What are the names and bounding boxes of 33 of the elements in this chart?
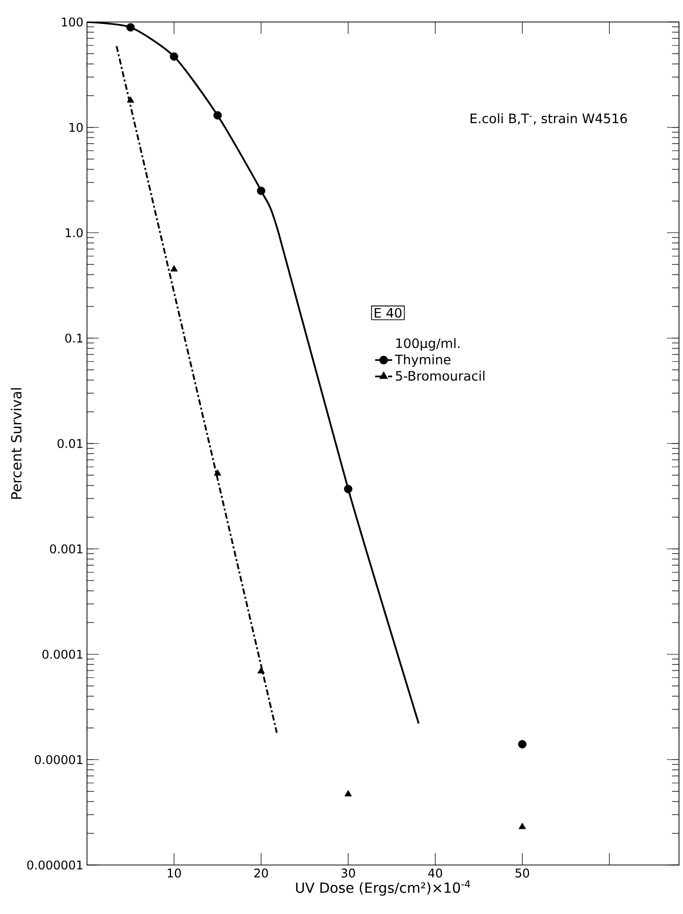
point bbox=[518, 822, 526, 830]
point bbox=[126, 23, 135, 32]
y-tick-label: 0.00001 bbox=[34, 755, 82, 764]
annotation: E.coli B,T$^{-}$, strain W4516 bbox=[470, 113, 627, 125]
y-tick-label: 0.0001 bbox=[42, 650, 82, 659]
y-tick-label: 1.0 bbox=[66, 228, 83, 238]
point bbox=[518, 740, 526, 748]
point bbox=[126, 96, 134, 103]
y-tick-label: 0.001 bbox=[50, 544, 82, 554]
y-tick-label: 100 bbox=[62, 17, 83, 27]
point bbox=[170, 265, 178, 272]
point bbox=[170, 52, 178, 61]
y-tick-label: 0.1 bbox=[65, 334, 82, 343]
point bbox=[214, 469, 222, 476]
point bbox=[344, 484, 352, 494]
legend-label: Thymine bbox=[394, 354, 450, 367]
x-tick-label: 30 bbox=[341, 868, 355, 878]
y-tick-label: 0.000001 bbox=[27, 860, 82, 870]
point bbox=[257, 667, 265, 674]
y-axis-title: Percent Survival bbox=[10, 388, 22, 499]
point bbox=[213, 111, 222, 120]
legend-title: 100μg/ml. bbox=[396, 338, 460, 351]
point bbox=[344, 790, 352, 796]
x-tick-label: 20 bbox=[254, 868, 268, 878]
y-tick-label: 10 bbox=[70, 122, 83, 132]
x-tick-label: 50 bbox=[516, 868, 530, 878]
point bbox=[256, 186, 266, 195]
legend-label: 5-Bromouracil bbox=[396, 370, 484, 381]
annotation: E 40 bbox=[374, 308, 402, 318]
x-axis-title: UV Dose (Ergs/cm²)×10$^{-4}$ bbox=[296, 880, 470, 896]
x-tick-label: 40 bbox=[428, 868, 442, 878]
y-tick-label: 0.01 bbox=[58, 438, 82, 448]
x-tick-label: 10 bbox=[168, 868, 181, 878]
